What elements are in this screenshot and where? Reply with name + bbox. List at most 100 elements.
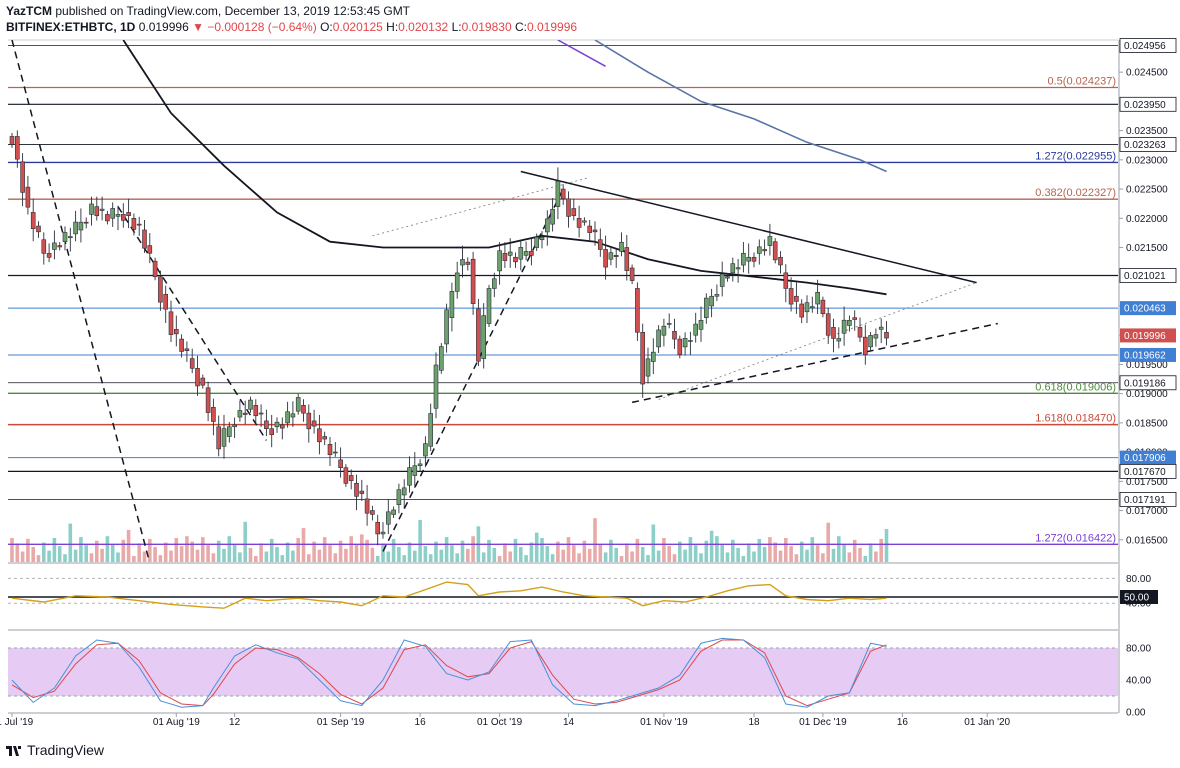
rsi-value-badge-label: 50.00 <box>1124 593 1149 604</box>
candle-body <box>364 498 370 514</box>
publisher-name[interactable]: YazTCM <box>6 4 53 18</box>
candle-body <box>783 272 789 289</box>
candle-body <box>470 258 476 304</box>
rsi-axis-tick-label: 40.00 <box>1126 599 1151 610</box>
price-chart[interactable]: 0.0245000.0240000.0235000.0230000.022500… <box>0 0 1180 740</box>
level-price-badge <box>1119 268 1177 283</box>
fib-level-label: 1.272(0.016422) <box>1035 532 1116 544</box>
volume-bar <box>95 540 99 562</box>
volume-bar <box>736 547 740 562</box>
volume-bar <box>577 553 581 562</box>
publisher-line: YazTCM published on TradingView.com, Dec… <box>6 4 410 18</box>
low-value: 0.019830 <box>461 20 512 34</box>
time-axis-label: 12 <box>229 717 241 728</box>
volume-bar <box>216 540 221 562</box>
volume-bar <box>847 552 852 562</box>
candle-body <box>809 306 815 309</box>
level-price-badge-label: 0.023950 <box>1124 100 1166 111</box>
candle-body <box>788 288 794 305</box>
trendline <box>557 40 606 67</box>
fib-level-label: 0.5(0.024237) <box>1048 76 1117 88</box>
time-axis-label: 01 Oct '19 <box>477 717 523 728</box>
volume-bar <box>593 518 597 562</box>
volume-bar <box>190 541 194 562</box>
price-plot-area <box>8 40 1118 562</box>
time-axis-label: 18 <box>748 717 760 728</box>
volume-bar <box>47 550 51 562</box>
low-label: L: <box>451 20 462 34</box>
candle-body <box>661 325 667 336</box>
candle-body <box>476 308 481 362</box>
candle-body <box>735 267 741 270</box>
candle-body <box>428 413 434 447</box>
volume-bar <box>805 549 809 562</box>
candle-body <box>539 236 545 241</box>
volume-bar <box>842 544 846 562</box>
level-price-badge-label: 0.019186 <box>1124 378 1166 389</box>
volume-bar <box>110 544 115 562</box>
volume-bar <box>195 549 200 562</box>
ma-long-line <box>594 40 887 173</box>
volume-bar <box>444 537 449 562</box>
volume-bar <box>275 547 279 562</box>
candle-body <box>407 467 412 486</box>
candle-body <box>507 251 513 256</box>
candle-body <box>597 239 603 250</box>
candle-body <box>836 338 842 342</box>
volume-bar <box>762 547 767 562</box>
candle-body <box>438 346 444 371</box>
volume-bar <box>757 538 762 562</box>
candle-body <box>454 272 460 292</box>
time-axis-label: 01 Aug '19 <box>153 717 200 728</box>
price-axis-tick-label: 0.022000 <box>1126 214 1168 225</box>
price-change: ▼ −0.000128 (−0.64%) <box>192 20 317 34</box>
volume-bar <box>163 542 168 562</box>
candle-body <box>592 229 598 233</box>
candle-body <box>635 288 640 333</box>
volume-bar <box>63 554 67 562</box>
published-text: published on TradingView.com, December 1… <box>55 4 411 18</box>
time-axis-label: 01 Jan '20 <box>964 717 1010 728</box>
level-price-badge <box>1120 301 1176 316</box>
volume-bar <box>704 540 709 562</box>
candle-body <box>682 338 688 348</box>
price-axis-tick-label: 0.023000 <box>1126 155 1168 166</box>
candle-body <box>709 295 714 307</box>
volume-bar <box>699 553 703 562</box>
candle-body <box>857 327 863 338</box>
volume-bar <box>752 551 756 562</box>
candle-body <box>433 364 439 409</box>
volume-bar <box>662 538 666 562</box>
candle-body <box>529 251 534 256</box>
volume-bar <box>667 546 671 562</box>
candle-body <box>746 256 752 262</box>
volume-bar <box>545 546 550 562</box>
volume-bar <box>57 546 62 562</box>
candle-body <box>115 214 121 217</box>
candle-body <box>136 223 142 226</box>
candle-body <box>391 509 396 515</box>
candle-body <box>794 295 799 302</box>
candle-body <box>778 256 783 266</box>
volume-bar <box>598 544 603 562</box>
candle-body <box>322 436 328 440</box>
candle-body <box>131 217 137 230</box>
volume-bar <box>497 556 502 562</box>
level-price-badge <box>1119 463 1177 479</box>
volume-bar <box>471 536 475 562</box>
candle-body <box>847 319 852 326</box>
candle-body <box>772 241 778 261</box>
candle-body <box>46 253 52 258</box>
candle-body <box>804 302 810 313</box>
volume-bar <box>534 532 539 562</box>
volume-bar <box>365 539 369 562</box>
fib-level-label: 1.618(0.018470) <box>1035 413 1116 425</box>
trendline <box>382 188 564 552</box>
volume-bar <box>10 538 14 562</box>
close-label: C: <box>514 20 527 34</box>
candle-body <box>189 358 195 369</box>
volume-bar <box>126 529 131 562</box>
volume-bar <box>625 543 629 562</box>
trendline <box>117 206 268 441</box>
volume-bar <box>307 554 311 562</box>
